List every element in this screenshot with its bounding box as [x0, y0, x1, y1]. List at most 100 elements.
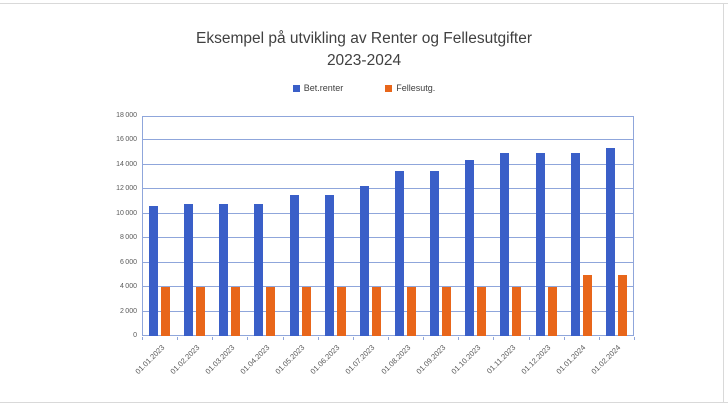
x-axis-tick-label: 01.02.2023	[168, 343, 202, 376]
x-axis-tick-label: 01.01.2023	[133, 343, 166, 376]
bar	[371, 287, 381, 336]
bar-group	[353, 116, 388, 336]
bar	[289, 195, 299, 336]
bar	[617, 274, 627, 336]
chart-legend: Bet.renter Fellesutg.	[0, 83, 728, 93]
gridline	[142, 188, 634, 190]
frame-top-edge	[0, 3, 728, 4]
x-axis-tick	[528, 337, 530, 340]
x-axis-tick	[423, 337, 425, 340]
bar	[547, 287, 557, 336]
y-axis-tick-label: 12 000	[116, 185, 137, 193]
bar-group	[212, 116, 247, 336]
gridline	[142, 163, 634, 165]
bar	[535, 152, 545, 336]
x-axis-tick	[388, 337, 389, 340]
x-axis-tick-label: 01.06.2023	[308, 343, 342, 376]
bar	[605, 147, 615, 336]
bar-group	[318, 116, 353, 336]
y-axis-tick-label: 18 000	[116, 112, 137, 119]
x-axis-tick	[634, 337, 635, 340]
x-axis-tick-label: 01.10.2023	[449, 343, 483, 376]
x-axis-tick-label: 01.11.2023	[484, 343, 518, 376]
legend-item-0: Bet.renter	[292, 83, 344, 93]
bar-group	[493, 116, 528, 336]
gridline	[142, 310, 634, 312]
bar	[477, 287, 487, 336]
bar-group	[283, 116, 318, 336]
chart-title: Eksempel på utvikling av Renter og Felle…	[0, 28, 728, 72]
bar	[254, 204, 264, 336]
bar	[582, 274, 592, 336]
x-axis-tick-label: 01.09.2023	[414, 343, 448, 376]
x-axis-tick	[247, 337, 249, 340]
frame-bottom-edge	[0, 402, 728, 403]
gridline	[142, 286, 634, 288]
bar-group	[388, 116, 423, 336]
x-axis-tick	[352, 337, 354, 340]
x-axis-tick	[458, 337, 460, 340]
x-axis-tick-label: 01.01.2024	[554, 343, 588, 376]
bar	[407, 287, 417, 336]
legend-label: Bet.renter	[303, 83, 344, 93]
bar	[149, 206, 159, 336]
bar-group	[423, 116, 458, 336]
legend-swatch-icon	[385, 84, 393, 92]
legend-label: Fellesutg.	[396, 83, 436, 93]
legend-swatch-icon	[292, 84, 300, 92]
bar	[465, 160, 475, 336]
bar	[219, 204, 229, 336]
chart-title-line1: Eksempel på utvikling av Renter og Felle…	[196, 30, 532, 47]
x-axis-tick	[317, 337, 319, 340]
y-axis-tick-label: 8 000	[120, 234, 137, 242]
y-axis-tick-label: 10 000	[116, 209, 137, 217]
bar	[395, 171, 405, 336]
legend-item-1: Fellesutg.	[385, 83, 435, 93]
x-axis-tick	[142, 337, 143, 340]
bar	[336, 287, 346, 336]
bar-group	[529, 116, 564, 336]
bar	[570, 152, 580, 336]
bar-group	[458, 116, 493, 336]
x-axis-tick-label: 01.03.2023	[203, 343, 237, 376]
bar	[266, 287, 276, 336]
y-axis-tick-label: 6 000	[120, 258, 137, 266]
bar	[196, 287, 206, 336]
x-axis-tick	[493, 337, 495, 340]
y-axis-tick-label: 4 000	[120, 283, 137, 291]
bar-group	[142, 116, 177, 336]
frame-right-edge	[723, 3, 724, 403]
gridline	[142, 261, 634, 263]
x-axis-tick-label: 01.12.2023	[519, 343, 553, 376]
gridline	[142, 237, 634, 239]
gridline	[142, 139, 634, 141]
x-axis-tick-label: 01.05.2023	[273, 343, 307, 376]
x-axis-tick	[282, 337, 284, 340]
bar	[231, 287, 241, 336]
bar	[359, 185, 369, 336]
x-axis-tick-label: 01.02.2024	[589, 343, 623, 376]
y-axis-tick-label: 0	[133, 332, 137, 339]
bar-group	[177, 116, 212, 336]
x-axis-tick	[177, 337, 179, 340]
bar-group	[247, 116, 282, 336]
bar-group	[599, 116, 634, 336]
chart-title-line2: 2023-2024	[326, 52, 402, 69]
bar	[442, 287, 452, 336]
plot-border	[142, 116, 634, 336]
x-axis-tick	[212, 337, 214, 340]
bars-container	[142, 116, 634, 336]
x-axis-tick	[563, 337, 565, 340]
bar	[324, 195, 334, 336]
bar	[512, 287, 522, 336]
bar	[184, 204, 194, 336]
x-axis-tick-label: 01.07.2023	[343, 343, 377, 376]
y-axis-tick-label: 14 000	[116, 160, 137, 168]
bar	[430, 171, 440, 336]
x-axis-tick-label: 01.04.2023	[238, 343, 272, 376]
bar	[301, 287, 311, 336]
y-axis-tick-label: 2 000	[120, 307, 137, 315]
x-axis-tick	[598, 337, 600, 340]
gridline	[142, 212, 634, 214]
